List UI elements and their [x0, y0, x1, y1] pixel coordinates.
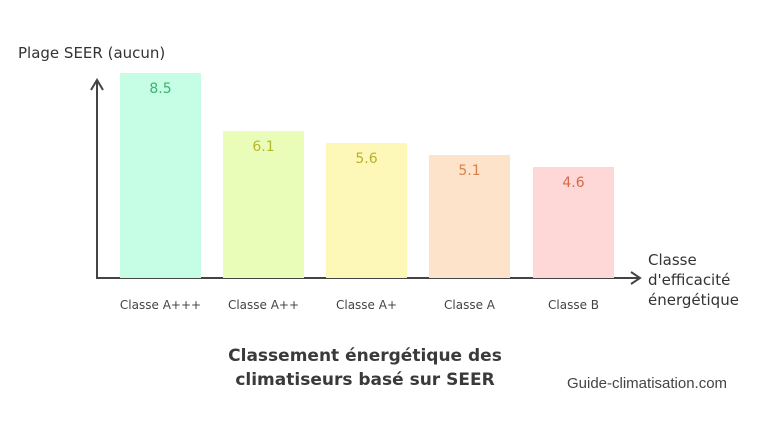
- x-axis-label-line: Classe: [648, 251, 697, 269]
- x-axis-arrow-icon: [630, 271, 642, 285]
- x-axis-label: Classe d'efficacité énergétique: [648, 250, 739, 310]
- bar: 5.1: [429, 155, 510, 278]
- bar-value-label: 4.6: [562, 175, 585, 191]
- bar: 5.6: [326, 143, 407, 278]
- x-axis-label-line: d'efficacité: [648, 271, 731, 289]
- category-label: Classe A+: [335, 298, 398, 312]
- category-label: Classe A: [444, 298, 495, 312]
- category-label: Classe B: [548, 298, 599, 312]
- y-axis-arrow-icon: [90, 78, 104, 91]
- bar-value-label: 5.1: [458, 163, 481, 179]
- category-label: Classe A+++: [119, 298, 202, 312]
- chart-title: Classement énergétique des climatiseurs …: [190, 344, 540, 392]
- source-credit: Guide-climatisation.com: [567, 375, 728, 392]
- chart-title-line: climatiseurs basé sur SEER: [235, 370, 495, 390]
- bar: 6.1: [223, 131, 304, 278]
- chart-title-line: Classement énergétique des: [228, 346, 502, 366]
- bar: 8.5: [120, 73, 201, 278]
- bar-value-label: 6.1: [252, 139, 275, 155]
- bar-value-label: 5.6: [355, 151, 378, 167]
- y-axis-label: Plage SEER (aucun): [18, 44, 166, 62]
- bar: 4.6: [533, 167, 614, 278]
- category-label: Classe A++: [227, 298, 300, 312]
- x-axis-label-line: énergétique: [648, 291, 739, 309]
- bar-value-label: 8.5: [149, 81, 172, 97]
